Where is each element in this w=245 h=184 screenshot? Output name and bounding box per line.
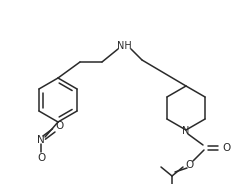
- Text: O: O: [222, 143, 230, 153]
- Text: O: O: [37, 153, 45, 163]
- Text: O: O: [185, 160, 193, 170]
- Text: NH: NH: [117, 41, 131, 51]
- Text: O: O: [55, 121, 63, 131]
- Text: N: N: [182, 126, 190, 136]
- Text: N: N: [37, 135, 45, 145]
